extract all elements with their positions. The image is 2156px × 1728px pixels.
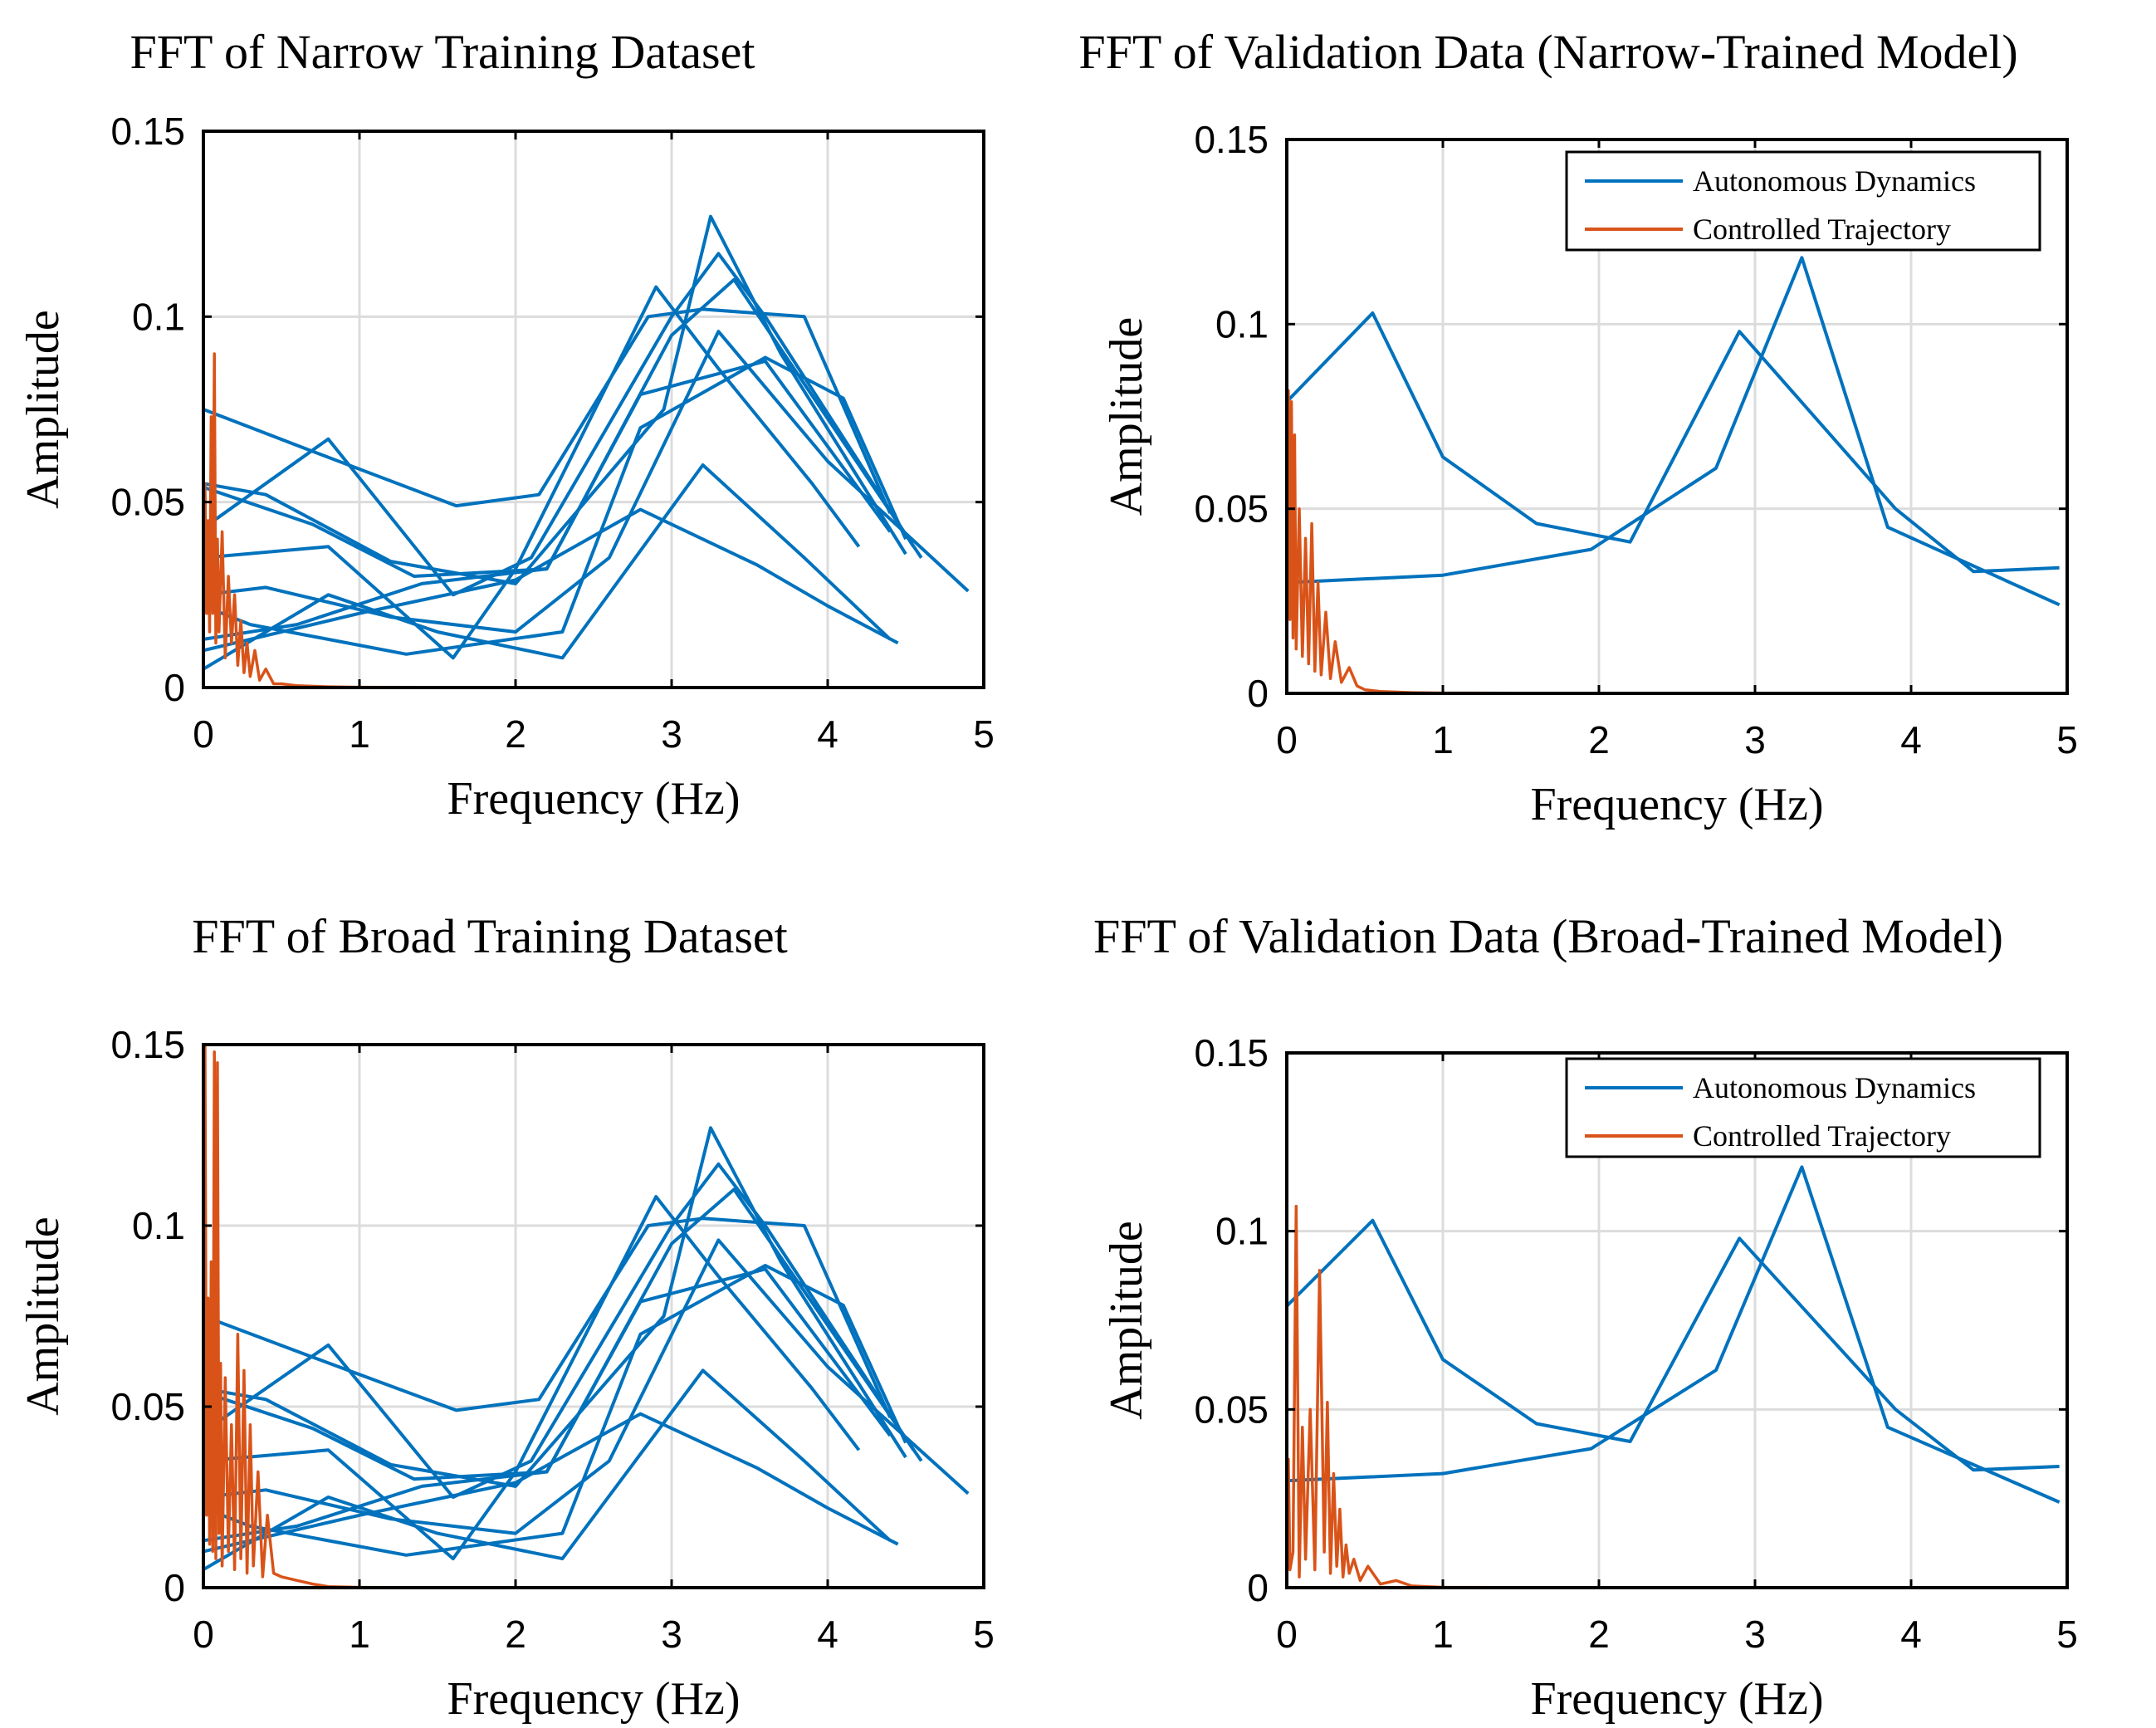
controlled-trajectory-line — [203, 1045, 984, 1588]
autonomous-dynamics-line — [203, 1264, 907, 1557]
controlled-trajectory-line — [1287, 389, 2067, 693]
x-axis-label: Frequency (Hz) — [1531, 1673, 1824, 1725]
x-tick-label: 4 — [1900, 1613, 1922, 1656]
y-tick-label: 0.05 — [110, 1385, 185, 1428]
legend-label: Controlled Trajectory — [1693, 1119, 1951, 1153]
legend-box — [1565, 150, 2041, 252]
x-axis-label: Frequency (Hz) — [1531, 779, 1824, 830]
x-tick-label: 3 — [661, 1613, 682, 1656]
x-tick-label: 1 — [1432, 718, 1454, 761]
legend-label: Autonomous Dynamics — [1693, 1071, 1976, 1104]
y-tick-label: 0.15 — [110, 1023, 185, 1066]
autonomous-dynamics-line — [203, 330, 970, 634]
series-group — [203, 214, 984, 688]
autonomous-dynamics-line — [1287, 311, 2060, 574]
axes-box — [1285, 1051, 2069, 1589]
y-axis-label: Amplitude — [17, 310, 69, 509]
x-tick-label: 2 — [505, 712, 526, 756]
x-tick-label: 4 — [1900, 718, 1922, 761]
x-tick-label: 4 — [817, 1613, 838, 1656]
y-tick-label: 0.1 — [1215, 302, 1269, 345]
y-tick-label: 0.1 — [132, 295, 185, 338]
x-tick-label: 1 — [349, 712, 370, 756]
chart-title: FFT of Validation Data (Narrow-Trained M… — [1078, 25, 2017, 79]
legend: Autonomous Dynamics Controlled Trajectory — [1565, 150, 2041, 252]
legend: Autonomous Dynamics Controlled Trajectory — [1565, 1057, 2041, 1158]
autonomous-dynamics-line — [203, 463, 892, 671]
autonomous-dynamics-line — [203, 1238, 970, 1535]
autonomous-dynamics-line — [203, 1267, 892, 1543]
y-axis-label: Amplitude — [1101, 317, 1152, 516]
y-tick-label: 0.05 — [110, 481, 185, 524]
axes-box — [1285, 138, 2069, 695]
autonomous-dynamics-line — [1287, 1165, 2061, 1504]
x-tick-label: 1 — [349, 1613, 370, 1656]
x-tick-label: 0 — [193, 712, 214, 756]
autonomous-dynamics-line — [1287, 1218, 2060, 1472]
axes-box — [202, 130, 985, 689]
series-group — [203, 1045, 984, 1588]
x-tick-label: 2 — [505, 1613, 526, 1656]
axes-box — [202, 1043, 985, 1589]
x-tick-label: 5 — [2056, 1613, 2078, 1656]
chart-title: FFT of Broad Training Dataset — [192, 909, 788, 963]
y-tick-label: 0.05 — [1194, 487, 1269, 531]
y-tick-label: 0.1 — [1215, 1210, 1269, 1253]
y-tick-label: 0 — [164, 666, 185, 709]
y-tick-label: 0.15 — [1194, 1031, 1269, 1074]
autonomous-dynamics-line — [1287, 256, 2061, 607]
autonomous-dynamics-line — [203, 1195, 861, 1561]
series-group — [1287, 1165, 2067, 1588]
legend-box — [1565, 1057, 2041, 1158]
autonomous-dynamics-line — [203, 1412, 899, 1554]
y-tick-label: 0.15 — [110, 110, 185, 153]
chart-panel-2: FFT of Validation Data (Narrow-Trained M… — [1078, 25, 2077, 830]
y-tick-label: 0 — [1247, 672, 1269, 715]
x-tick-label: 0 — [193, 1613, 214, 1656]
autonomous-dynamics-line — [203, 1126, 907, 1488]
y-axis-label: Amplitude — [17, 1216, 69, 1416]
x-tick-label: 2 — [1588, 718, 1610, 761]
autonomous-dynamics-line — [203, 285, 861, 660]
autonomous-dynamics-line — [203, 214, 907, 585]
autonomous-dynamics-line — [203, 359, 892, 641]
y-tick-label: 0 — [164, 1566, 185, 1609]
x-tick-label: 0 — [1276, 1613, 1298, 1656]
y-tick-label: 0 — [1247, 1566, 1269, 1609]
y-tick-label: 0.05 — [1194, 1388, 1269, 1431]
autonomous-dynamics-line — [203, 307, 892, 514]
y-axis-label: Amplitude — [1101, 1221, 1152, 1420]
x-tick-label: 5 — [973, 1613, 995, 1656]
autonomous-dynamics-line — [203, 507, 899, 653]
x-tick-label: 3 — [1744, 718, 1766, 761]
x-tick-label: 5 — [2056, 718, 2078, 761]
x-axis-label: Frequency (Hz) — [447, 1673, 741, 1725]
autonomous-dynamics-line — [203, 1216, 892, 1418]
x-tick-label: 5 — [973, 712, 995, 756]
legend-label: Autonomous Dynamics — [1693, 164, 1976, 198]
x-axis-label: Frequency (Hz) — [447, 773, 741, 825]
x-tick-label: 2 — [1588, 1613, 1610, 1656]
chart-title: FFT of Narrow Training Dataset — [130, 25, 755, 79]
chart-panel-1: FFT of Narrow Training Dataset 0 1 2 3 4 5 0 0.0… — [17, 25, 995, 825]
x-tick-label: 0 — [1276, 718, 1298, 761]
y-tick-label: 0.1 — [132, 1204, 185, 1247]
chart-panel-4: FFT of Validation Data (Broad-Trained Mo… — [1093, 909, 2078, 1725]
x-tick-label: 1 — [1432, 1613, 1454, 1656]
autonomous-dynamics-line — [203, 1368, 892, 1571]
chart-title: FFT of Validation Data (Broad-Trained Mo… — [1093, 909, 2003, 963]
x-tick-label: 3 — [661, 712, 682, 756]
chart-panel-3: FFT of Broad Training Dataset 0 1 2 3 4 5 0 0.05… — [17, 909, 995, 1725]
controlled-trajectory-line — [1287, 1204, 2067, 1588]
x-tick-label: 3 — [1744, 1613, 1766, 1656]
x-tick-label: 4 — [817, 712, 838, 756]
legend-label: Controlled Trajectory — [1693, 213, 1951, 246]
y-tick-label: 0.15 — [1194, 118, 1269, 161]
autonomous-dynamics-line — [203, 355, 907, 656]
